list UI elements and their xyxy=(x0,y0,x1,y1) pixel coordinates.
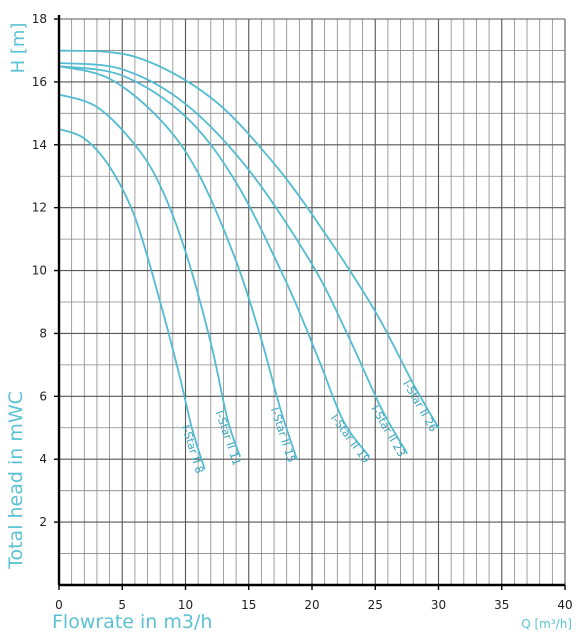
axes xyxy=(54,15,566,590)
x-tick-label: 40 xyxy=(557,598,572,612)
y-tick-label: 6 xyxy=(39,389,47,403)
y-tick-label: 16 xyxy=(32,75,47,89)
x-tick-label: 10 xyxy=(178,598,193,612)
minor-grid xyxy=(59,19,565,585)
pump-curve-line xyxy=(58,62,408,454)
y-unit-label: H [m] xyxy=(8,23,29,74)
pump-curves xyxy=(58,49,440,470)
y-tick-label: 8 xyxy=(39,326,47,340)
y-tick-label: 2 xyxy=(39,515,47,529)
x-tick-label: 35 xyxy=(494,598,509,612)
x-tick-label: 25 xyxy=(368,598,383,612)
x-unit-label: Q [m³/h] xyxy=(521,617,572,631)
x-tick-label: 20 xyxy=(304,598,319,612)
pump-curve-line xyxy=(58,93,241,457)
curve-label: I-Star II 11 xyxy=(213,409,243,467)
pump-curve-line xyxy=(58,65,370,457)
curve-label: I-Star II 8 xyxy=(179,423,206,475)
curve-label: I-Star II 26 xyxy=(400,378,440,434)
pump-curve-line xyxy=(58,49,440,429)
y-tick-label: 4 xyxy=(39,452,47,466)
y-tick-label: 18 xyxy=(32,12,47,26)
y-tick-label: 10 xyxy=(32,264,47,278)
pump-curve-line xyxy=(58,65,298,461)
curve-label: I-Star II 15 xyxy=(268,406,298,464)
x-axis-title: Flowrate in m3/h xyxy=(52,611,212,633)
pump-curve-line xyxy=(58,128,206,470)
x-tick-label: 30 xyxy=(431,598,446,612)
y-tick-label: 12 xyxy=(32,201,47,215)
y-tick-label: 14 xyxy=(32,138,47,152)
tick-labels: 0 5 10 15 20 25 30 35 40 2 4 6 8 10 12 14 16 18 xyxy=(32,12,573,612)
x-tick-label: 0 xyxy=(55,598,63,612)
y-axis-title: Total head in mWC xyxy=(5,391,27,570)
x-tick-label: 5 xyxy=(118,598,126,612)
x-tick-label: 15 xyxy=(241,598,256,612)
